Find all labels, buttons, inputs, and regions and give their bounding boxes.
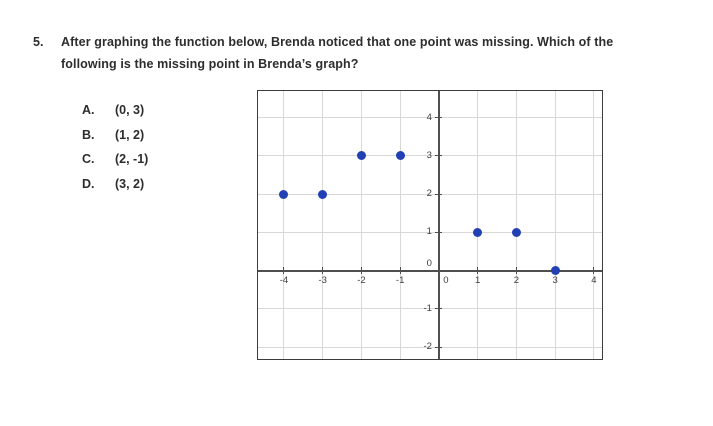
x-tick-mark [283,266,285,274]
v-gridline [360,91,362,359]
x-tick-label: -3 [318,274,327,286]
question-line-2: following is the missing point in Brenda… [61,57,359,71]
y-tick-mark [434,308,442,310]
choice-c: C. (2, -1) [82,147,148,172]
data-point [550,266,560,276]
y-tick-mark [434,155,442,157]
question-block: 5. After graphing the function below, Br… [33,31,681,75]
x-tick-mark [322,266,324,274]
choice-d-value: (3, 2) [115,177,145,192]
x-tick-label: 4 [591,274,597,286]
v-gridline [515,91,517,359]
choice-d-letter: D. [82,177,95,192]
x-tick-mark [360,266,362,274]
y-tick-label: 4 [426,111,432,123]
x-axis [258,269,602,272]
h-gridline [258,117,602,119]
choice-b-value: (1, 2) [115,127,145,142]
choice-d: D. (3, 2) [82,172,148,197]
data-point [395,151,405,161]
choice-a-value: (0, 3) [115,103,145,118]
choice-a: A. (0, 3) [82,98,148,123]
y-tick-mark [434,346,442,348]
x-tick-mark [515,266,517,274]
x-tick-label: 3 [552,274,558,286]
x-tick-mark [593,266,595,274]
x-tick-label: -4 [279,274,289,286]
h-gridline [258,193,602,195]
data-point [318,189,328,199]
y-tick-mark [434,231,442,233]
v-gridline [322,91,324,359]
h-gridline [258,308,602,310]
choice-c-letter: C. [82,152,95,167]
data-point [511,227,521,237]
x-tick-mark [399,266,401,274]
y-tick-label: 2 [426,188,432,200]
answer-choices: A. (0, 3) B. (1, 2) C. (2, -1) D. (3, 2) [82,98,148,196]
data-point [279,189,289,199]
x-tick-label: 0 [443,274,449,286]
question-text: After graphing the function below, Brend… [61,31,681,75]
choice-b: B. (1, 2) [82,123,148,148]
y-tick-label: 0 [426,257,432,269]
y-axis [437,91,440,359]
x-tick-label: 1 [474,274,481,286]
v-gridline [283,91,285,359]
y-tick-label: -2 [423,341,432,353]
x-tick-label: -1 [395,274,405,286]
data-point [473,227,483,237]
x-tick-label: -2 [357,274,366,286]
v-gridline [554,91,556,359]
question-number: 5. [33,35,44,49]
data-point [356,151,366,161]
y-tick-mark [434,117,442,119]
v-gridline [399,91,401,359]
choice-c-value: (2, -1) [115,152,149,167]
v-gridline [477,91,479,359]
question-line-1: After graphing the function below, Brend… [61,35,614,49]
choice-b-letter: B. [82,127,95,142]
h-gridline [258,231,602,233]
y-tick-label: 3 [426,149,432,161]
h-gridline [258,346,602,348]
y-tick-mark [434,193,442,195]
v-gridline [593,91,595,359]
graph-box: -4 -3 -2 -1 0 1 2 3 4 -2 -1 0 1 2 3 4 [257,90,603,360]
graph-plot: -4 -3 -2 -1 0 1 2 3 4 -2 -1 0 1 2 3 4 [258,91,602,359]
y-tick-label: 1 [426,226,432,238]
x-tick-mark [477,266,479,274]
h-gridline [258,155,602,157]
x-tick-label: 2 [513,274,520,286]
y-tick-label: -1 [423,302,432,314]
choice-a-letter: A. [82,103,95,118]
